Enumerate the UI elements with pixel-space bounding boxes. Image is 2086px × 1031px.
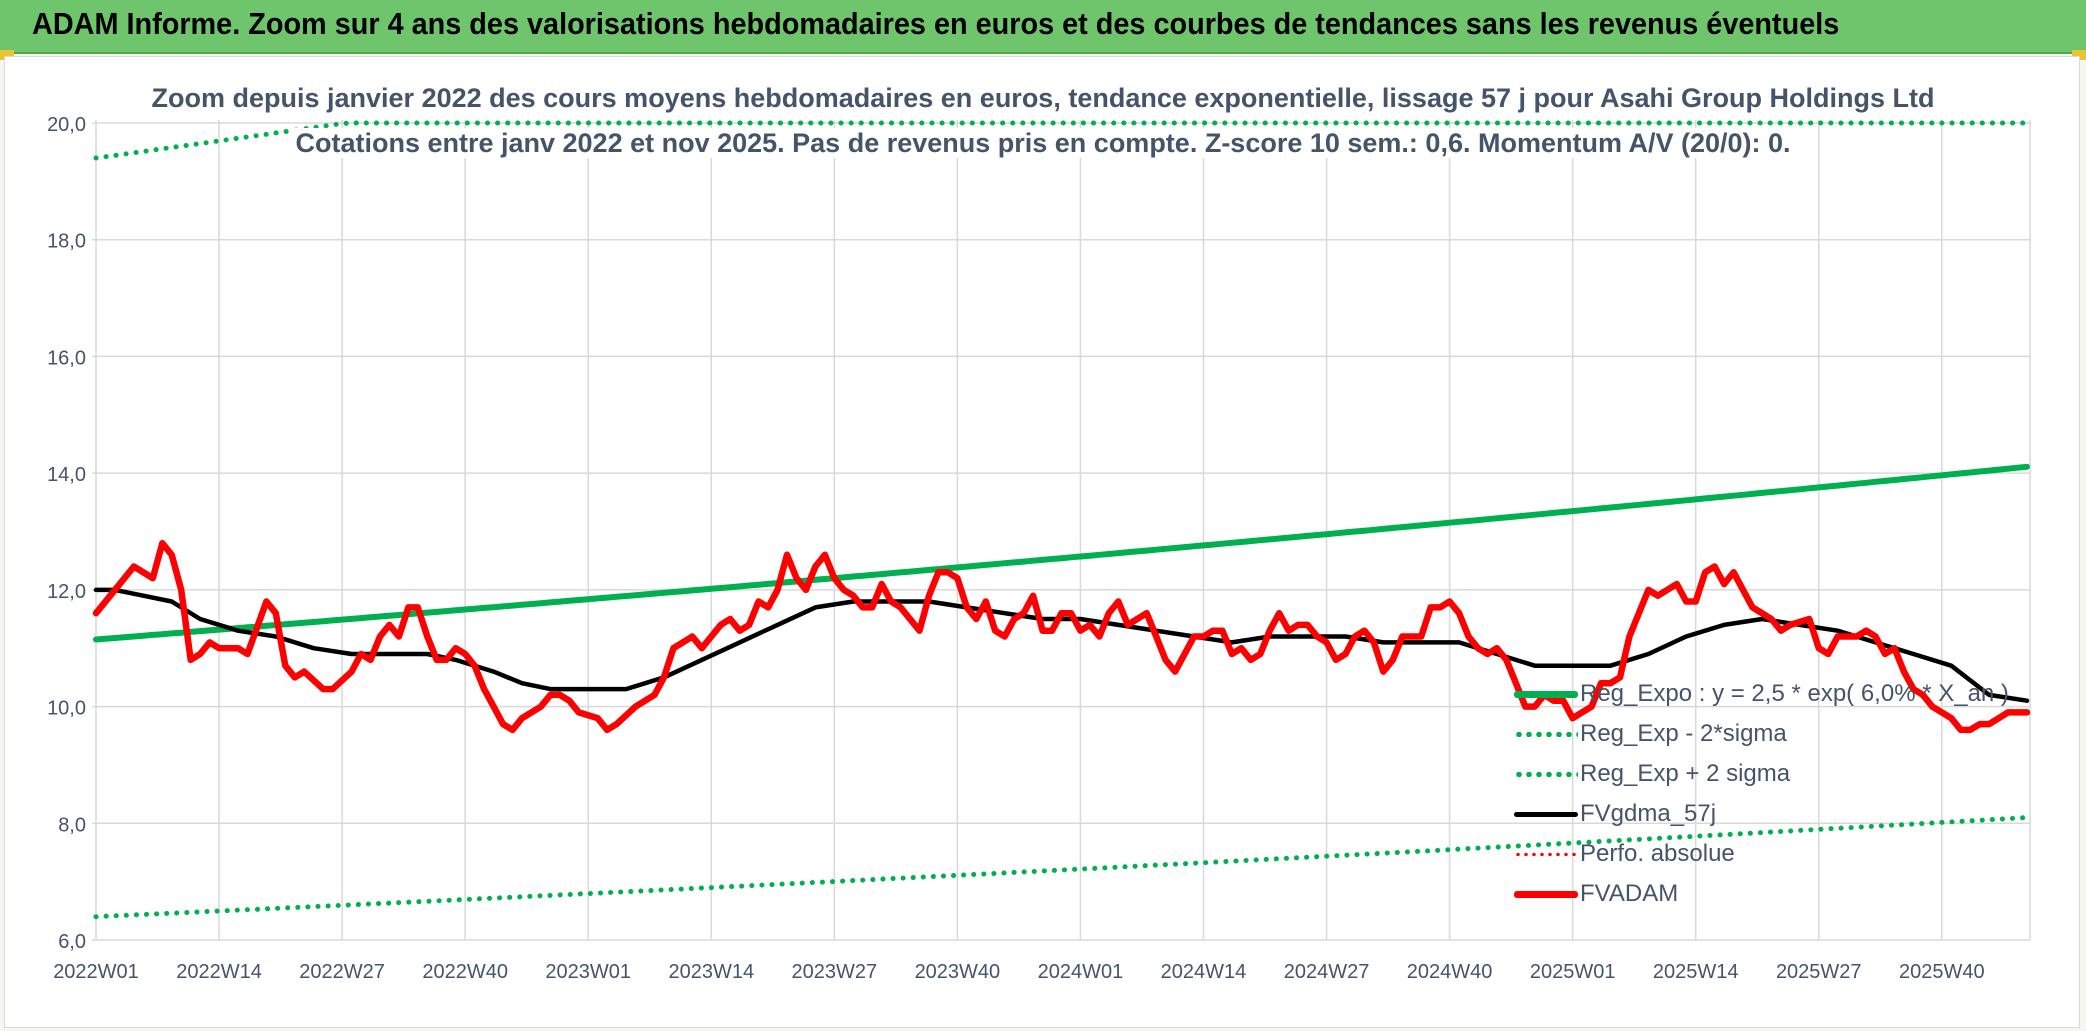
legend-label: FVgdma_57j xyxy=(1580,800,1717,827)
x-tick-label: 2023W14 xyxy=(668,961,754,983)
plot-area xyxy=(4,56,2080,1028)
chart-title-text: Zoom depuis janvier 2022 des cours moyen… xyxy=(145,83,1941,113)
y-tick-label: 16,0 xyxy=(47,347,86,369)
legend-swatch xyxy=(1514,811,1578,817)
banner-accent-right xyxy=(2072,50,2086,60)
legend-item: Perfo. absolue xyxy=(1514,834,2009,874)
chart-title: Zoom depuis janvier 2022 des cours moyen… xyxy=(0,83,2086,114)
x-tick-label: 2025W27 xyxy=(1776,961,1862,983)
y-tick-label: 10,0 xyxy=(47,698,86,720)
legend-item: Reg_Expo : y = 2,5 * exp( 6,0% * X_an ) xyxy=(1514,674,2009,714)
legend-item: FVADAM xyxy=(1514,874,2009,914)
legend-swatch xyxy=(1514,771,1578,777)
series-line-fvadam xyxy=(92,539,2031,734)
legend-label: Reg_Exp + 2 sigma xyxy=(1580,760,1791,787)
legend-swatch xyxy=(1514,690,1578,698)
x-tick-label: 2025W14 xyxy=(1653,961,1739,983)
chart-legend: Reg_Expo : y = 2,5 * exp( 6,0% * X_an ) R… xyxy=(1514,674,2009,914)
y-tick-label: 8,0 xyxy=(58,814,86,836)
report-banner: ADAM Informe. Zoom sur 4 ans des valoris… xyxy=(0,0,2086,54)
y-tick-label: 14,0 xyxy=(47,464,86,486)
x-tick-label: 2025W40 xyxy=(1899,961,1985,983)
legend-swatch xyxy=(1514,852,1578,856)
x-tick-label: 2022W27 xyxy=(299,961,385,983)
legend-label: Perfo. absolue xyxy=(1580,840,1735,867)
chart-subtitle: Cotations entre janv 2022 et nov 2025. P… xyxy=(0,128,2086,159)
legend-item: Reg_Exp + 2 sigma xyxy=(1514,754,2009,794)
legend-swatch xyxy=(1514,731,1578,737)
y-tick-label: 6,0 xyxy=(58,931,86,953)
report-title: ADAM Informe. Zoom sur 4 ans des valoris… xyxy=(32,6,1840,41)
y-tick-label: 20,0 xyxy=(47,114,86,136)
legend-item: FVgdma_57j xyxy=(1514,794,2009,834)
x-tick-label: 2023W40 xyxy=(915,961,1001,983)
x-tick-label: 2024W40 xyxy=(1407,961,1493,983)
x-tick-label: 2023W01 xyxy=(545,961,631,983)
legend-swatch xyxy=(1514,890,1578,898)
x-tick-label: 2025W01 xyxy=(1530,961,1616,983)
x-tick-label: 2023W27 xyxy=(792,961,878,983)
legend-label: Reg_Expo : y = 2,5 * exp( 6,0% * X_an ) xyxy=(1580,680,2009,707)
legend-item: Reg_Exp - 2*sigma xyxy=(1514,714,2009,754)
y-tick-label: 18,0 xyxy=(47,231,86,253)
banner-accent-left xyxy=(0,50,14,60)
x-tick-label: 2024W27 xyxy=(1284,961,1370,983)
x-tick-label: 2024W01 xyxy=(1038,961,1124,983)
series-line-high_band xyxy=(93,120,2030,161)
y-tick-label: 12,0 xyxy=(47,581,86,603)
chart-subtitle-text: Cotations entre janv 2022 et nov 2025. P… xyxy=(289,128,1797,158)
legend-label: FVADAM xyxy=(1580,880,1679,907)
series-line-low_band xyxy=(93,815,2030,920)
x-tick-label: 2024W14 xyxy=(1161,961,1247,983)
x-tick-label: 2022W14 xyxy=(176,961,262,983)
x-tick-label: 2022W01 xyxy=(53,961,139,983)
x-tick-label: 2022W40 xyxy=(422,961,508,983)
legend-label: Reg_Exp - 2*sigma xyxy=(1580,720,1787,747)
